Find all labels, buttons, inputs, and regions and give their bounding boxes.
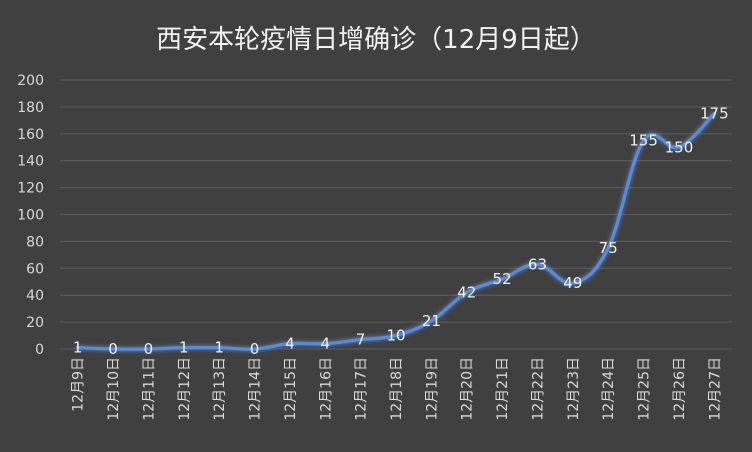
x-tick-label: 12月14日 <box>248 357 264 421</box>
grid-lines <box>60 79 732 350</box>
data-label: 175 <box>700 105 729 123</box>
y-axis-ticks: 0 20 40 60 80 100 120 140 160 180 200 <box>17 73 44 358</box>
x-tick-label: 12月26日 <box>672 357 688 421</box>
x-tick-label: 12月23日 <box>566 357 582 421</box>
data-label: 150 <box>665 138 694 156</box>
x-tick-label: 12月9日 <box>71 357 87 412</box>
data-point <box>253 347 257 351</box>
data-label: 4 <box>285 335 295 353</box>
data-label: 42 <box>457 284 476 302</box>
data-point <box>571 281 575 285</box>
y-tick-label: 40 <box>26 288 44 304</box>
data-label: 49 <box>563 274 582 292</box>
data-point <box>535 262 539 266</box>
chart-title: 西安本轮疫情日增确诊（12月9日起） <box>156 25 596 55</box>
x-tick-label: 12月25日 <box>637 357 653 421</box>
data-label: 1 <box>73 339 83 357</box>
y-tick-label: 60 <box>26 261 44 277</box>
x-tick-label: 12月15日 <box>283 357 299 421</box>
y-tick-label: 180 <box>17 100 44 116</box>
data-point <box>146 347 150 351</box>
x-tick-label: 12月27日 <box>707 357 723 421</box>
data-label: 0 <box>108 340 118 358</box>
data-label: 52 <box>493 270 512 288</box>
x-tick-label: 12月18日 <box>389 357 405 421</box>
y-tick-label: 20 <box>26 315 44 331</box>
data-label: 7 <box>356 331 366 349</box>
data-point <box>111 347 115 351</box>
data-label: 10 <box>386 327 405 345</box>
data-label: 21 <box>422 312 441 330</box>
data-point <box>429 319 433 323</box>
y-tick-label: 120 <box>17 181 44 197</box>
x-axis-ticks: 12月9日 12月10日 12月11日 12月12日 12月13日 12月14日 12月15… <box>71 357 724 421</box>
data-point <box>359 338 363 342</box>
x-tick-label: 12月21日 <box>495 357 511 421</box>
x-tick-label: 12月11日 <box>141 357 157 421</box>
y-tick-label: 160 <box>17 127 44 143</box>
x-tick-label: 12月17日 <box>354 357 370 421</box>
y-tick-label: 140 <box>17 154 44 170</box>
data-label: 75 <box>599 239 618 257</box>
data-point <box>323 342 327 346</box>
data-point <box>76 346 80 350</box>
x-tick-label: 12月19日 <box>424 357 440 421</box>
x-tick-label: 12月16日 <box>318 357 334 421</box>
y-tick-label: 0 <box>35 342 44 358</box>
data-label: 1 <box>214 339 224 357</box>
x-tick-label: 12月20日 <box>460 357 476 421</box>
y-tick-label: 80 <box>26 234 44 250</box>
data-label: 63 <box>528 255 547 273</box>
x-tick-label: 12月24日 <box>601 357 617 421</box>
data-point <box>394 334 398 338</box>
y-tick-label: 100 <box>17 208 44 224</box>
x-tick-label: 12月13日 <box>212 357 228 421</box>
x-tick-label: 12月12日 <box>177 357 193 421</box>
data-point <box>288 342 292 346</box>
data-point <box>606 246 610 250</box>
x-tick-label: 12月10日 <box>106 357 122 421</box>
data-point <box>500 277 504 281</box>
data-label: 4 <box>320 335 330 353</box>
data-point <box>465 291 469 295</box>
x-tick-label: 12月22日 <box>530 357 546 421</box>
data-point <box>217 346 221 350</box>
data-point <box>182 346 186 350</box>
series-lines <box>76 112 716 351</box>
y-tick-label: 200 <box>17 73 44 89</box>
data-label: 0 <box>250 340 260 358</box>
data-point <box>642 139 646 143</box>
data-label: 1 <box>179 339 189 357</box>
data-point <box>712 112 716 116</box>
data-point <box>677 145 681 149</box>
data-label: 155 <box>629 132 658 150</box>
data-label: 0 <box>144 340 154 358</box>
